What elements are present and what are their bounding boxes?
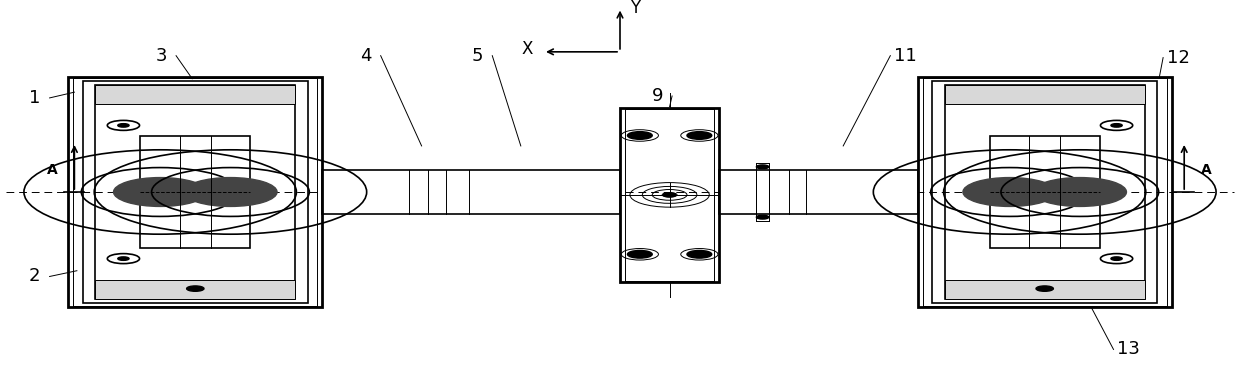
Text: Y: Y [630, 0, 640, 17]
Circle shape [186, 286, 203, 291]
Circle shape [118, 124, 129, 127]
Bar [140, 136, 250, 248]
Circle shape [663, 193, 676, 197]
Bar [719, 170, 918, 214]
Bar [932, 81, 1157, 303]
Bar [95, 85, 295, 104]
Bar [625, 109, 714, 281]
Text: 11: 11 [894, 47, 916, 65]
Text: X: X [522, 40, 533, 58]
Text: 5: 5 [471, 47, 484, 65]
Bar [95, 280, 295, 299]
Text: 1: 1 [29, 89, 41, 107]
Bar [83, 81, 308, 303]
Text: 9: 9 [651, 87, 663, 105]
Bar [322, 170, 620, 214]
Bar [945, 85, 1145, 299]
Text: A: A [1202, 163, 1211, 177]
Bar [68, 77, 322, 307]
Bar [620, 108, 719, 282]
Circle shape [963, 177, 1056, 207]
Circle shape [756, 215, 769, 219]
Bar [918, 77, 1172, 307]
Circle shape [687, 132, 712, 139]
Bar [73, 78, 317, 306]
Circle shape [1037, 286, 1054, 291]
Circle shape [687, 250, 712, 258]
Text: 3: 3 [155, 47, 167, 65]
Circle shape [1033, 177, 1126, 207]
Circle shape [1111, 124, 1122, 127]
Text: 2: 2 [29, 268, 41, 285]
Bar [990, 136, 1100, 248]
Circle shape [627, 250, 652, 258]
Text: A: A [47, 163, 57, 177]
Bar [945, 85, 1145, 104]
Text: 13: 13 [1117, 341, 1140, 358]
Bar [923, 78, 1167, 306]
Text: 12: 12 [1167, 49, 1189, 66]
Circle shape [114, 177, 207, 207]
Circle shape [118, 257, 129, 260]
Bar [95, 85, 295, 299]
Circle shape [756, 165, 769, 169]
Circle shape [627, 132, 652, 139]
Bar [945, 280, 1145, 299]
Text: 4: 4 [360, 47, 372, 65]
Circle shape [1111, 257, 1122, 260]
Circle shape [184, 177, 277, 207]
